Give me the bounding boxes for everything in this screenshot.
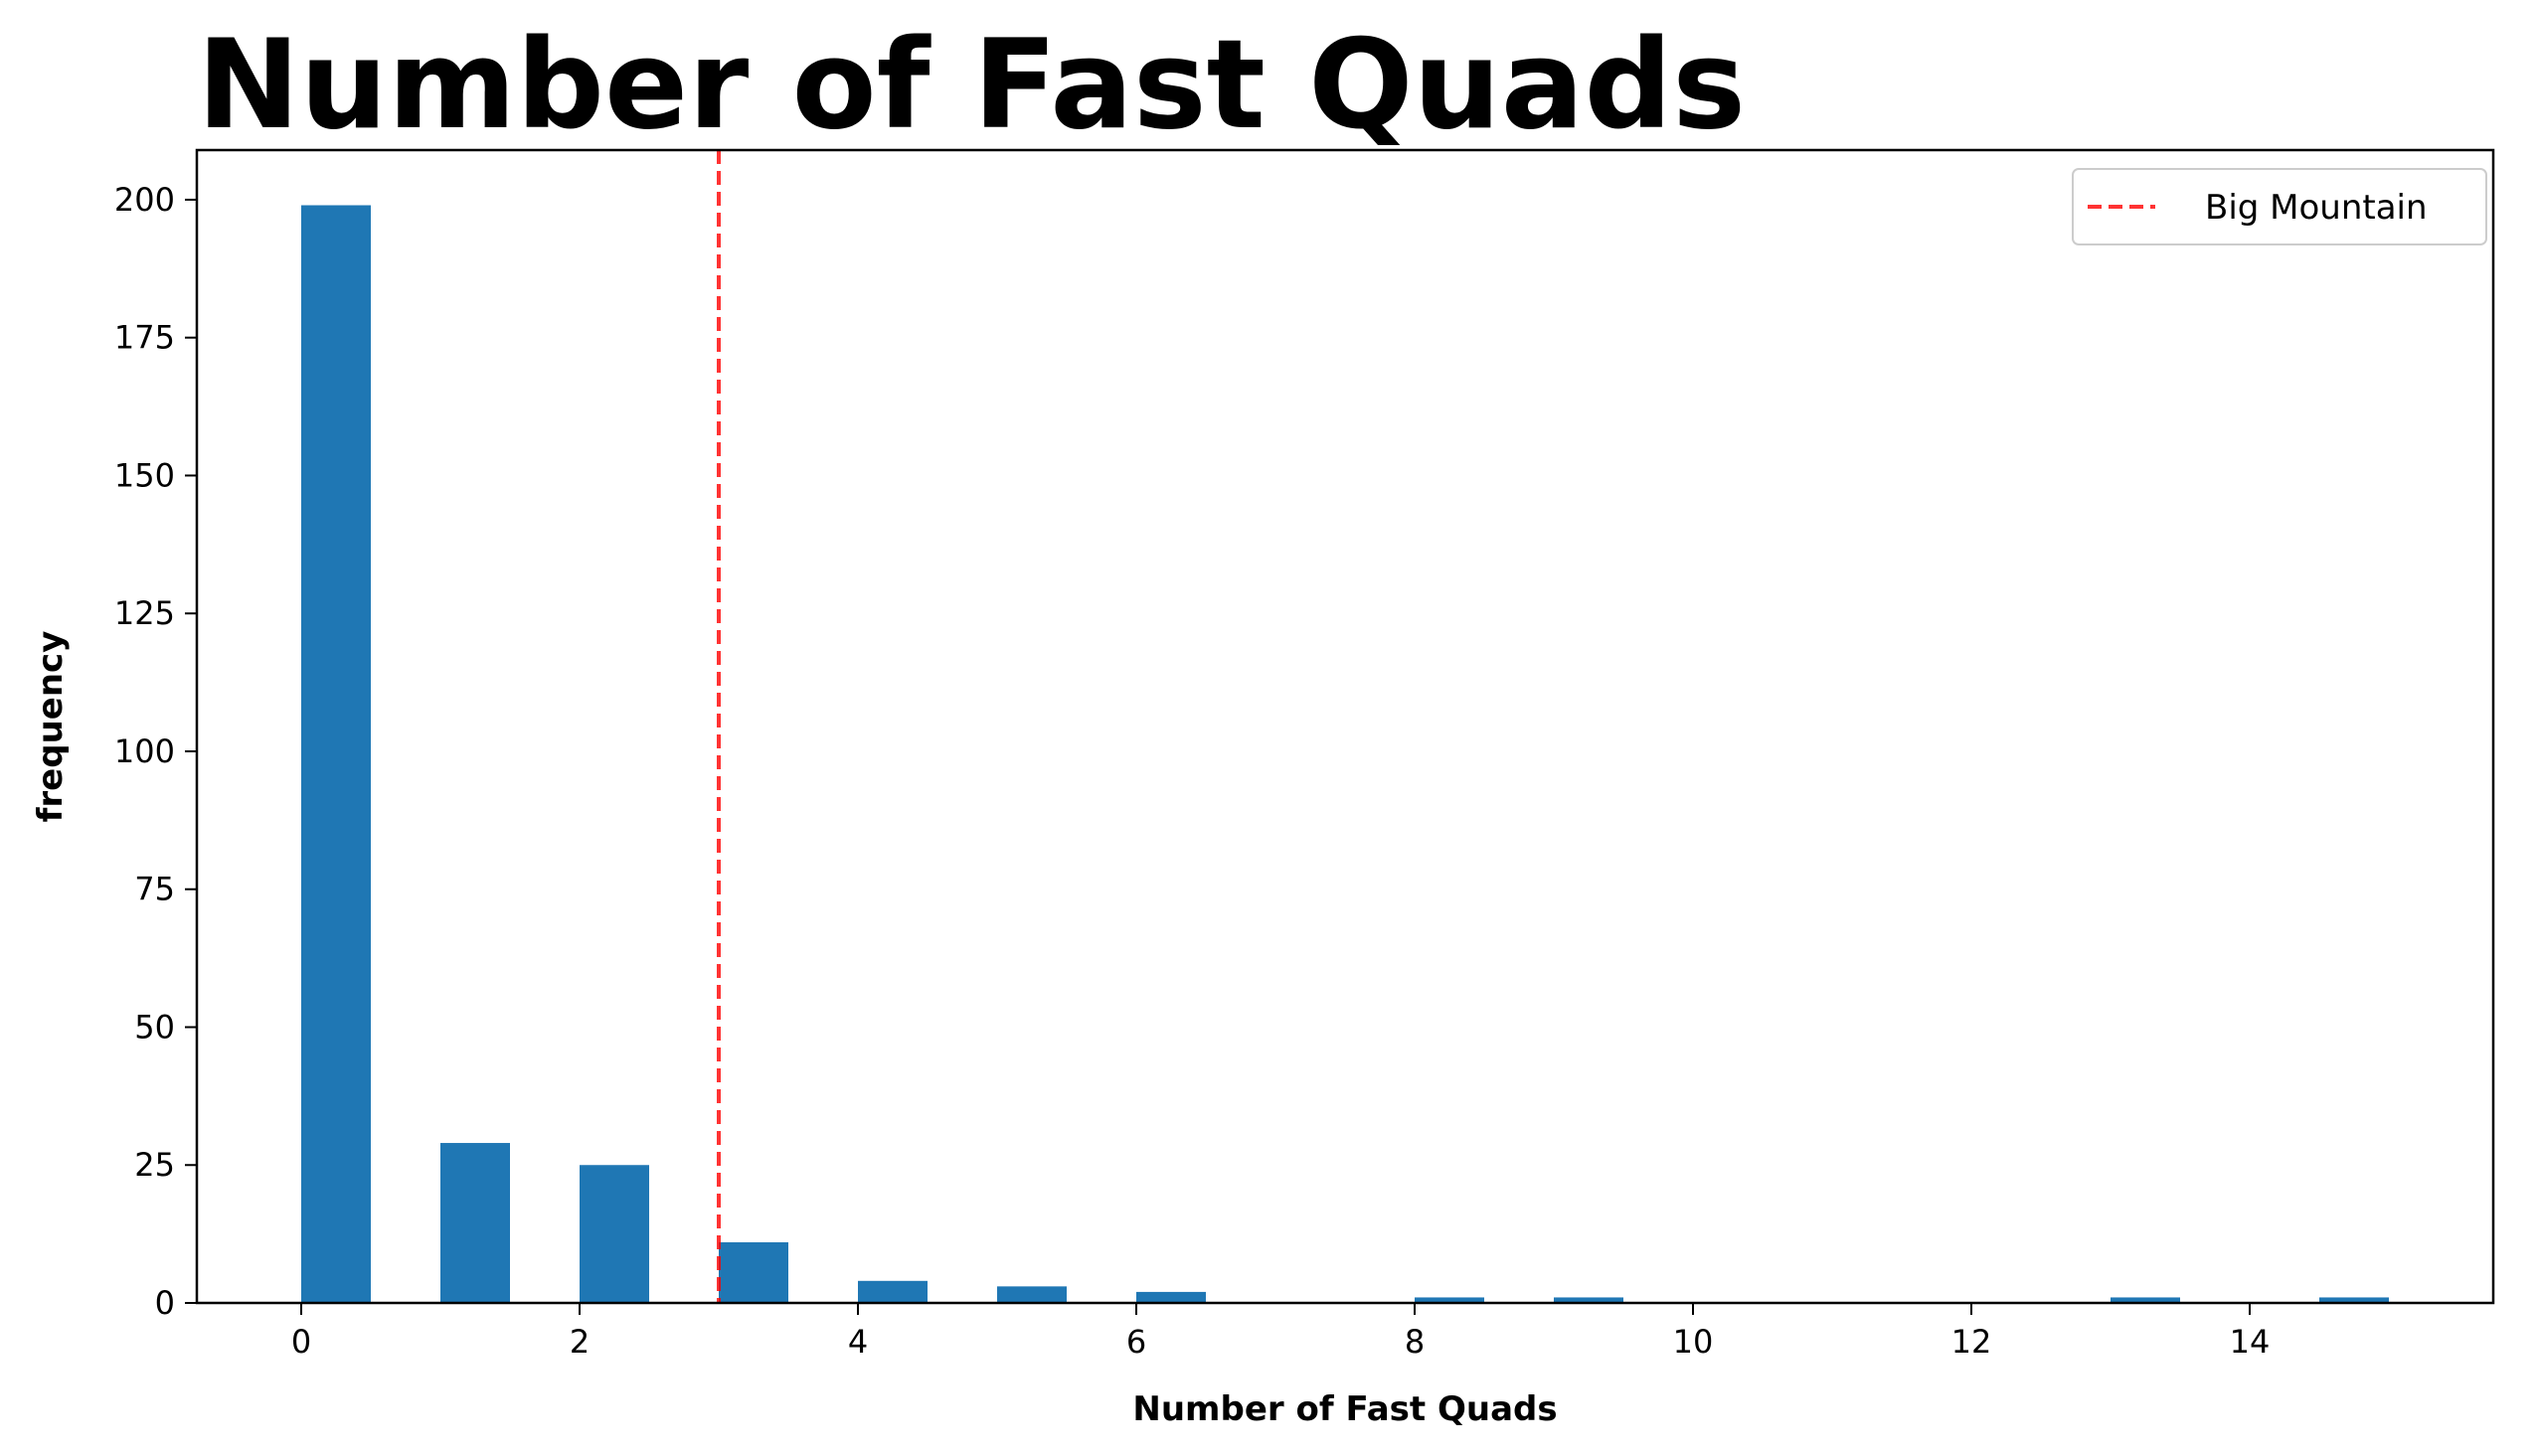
histogram-bar-4 xyxy=(858,1280,928,1303)
bars-layer xyxy=(301,205,2389,1303)
x-tick-label-10: 10 xyxy=(1673,1323,1714,1361)
legend: Big Mountain xyxy=(2072,168,2487,245)
legend-label-big-mountain: Big Mountain xyxy=(2205,188,2428,228)
x-tick-label-4: 4 xyxy=(848,1323,868,1361)
legend-box xyxy=(2072,168,2487,245)
histogram-bar-0 xyxy=(301,205,371,1303)
histogram-bar-1 xyxy=(440,1143,510,1303)
histogram-bar-6 xyxy=(1136,1291,1206,1303)
y-tick-label-150: 150 xyxy=(114,456,175,494)
plot-frame xyxy=(195,148,2495,1305)
x-tick-label-8: 8 xyxy=(1405,1323,1425,1361)
y-tick-label-50: 50 xyxy=(134,1008,175,1046)
x-axis: 0 2 4 6 8 10 12 14 xyxy=(291,1303,2271,1361)
y-axis-label: frequency xyxy=(31,631,71,823)
y-tick-label-125: 125 xyxy=(114,594,175,632)
x-axis-label: Number of Fast Quads xyxy=(1132,1389,1557,1429)
histogram-bar-5 xyxy=(997,1286,1067,1303)
y-tick-label-25: 25 xyxy=(134,1146,175,1184)
x-tick-label-0: 0 xyxy=(291,1323,311,1361)
histogram-bar-3 xyxy=(719,1241,788,1303)
chart-title: Number of Fast Quads xyxy=(197,14,1746,157)
y-tick-label-200: 200 xyxy=(114,181,175,219)
y-axis: 0 25 50 75 100 125 150 175 200 xyxy=(114,181,197,1322)
histogram-bar-10 xyxy=(2319,1297,2389,1303)
x-tick-label-6: 6 xyxy=(1126,1323,1146,1361)
x-tick-label-12: 12 xyxy=(1951,1323,1992,1361)
y-tick-label-175: 175 xyxy=(114,319,175,357)
y-tick-label-0: 0 xyxy=(155,1284,175,1322)
y-tick-label-75: 75 xyxy=(134,871,175,908)
histogram-bar-8 xyxy=(1554,1297,1623,1303)
histogram-bar-9 xyxy=(2111,1297,2180,1303)
histogram-bar-2 xyxy=(580,1165,649,1303)
histogram-bar-7 xyxy=(1415,1297,1484,1303)
x-tick-label-14: 14 xyxy=(2230,1323,2271,1361)
y-tick-label-100: 100 xyxy=(114,732,175,770)
x-tick-label-2: 2 xyxy=(570,1323,590,1361)
